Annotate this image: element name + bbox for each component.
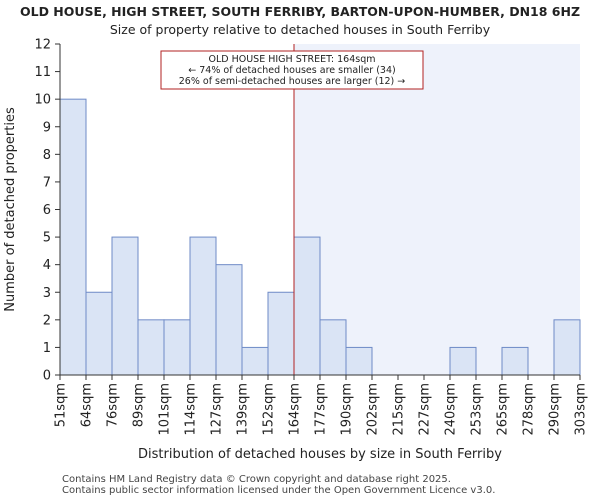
histogram-bar bbox=[501, 346, 529, 376]
y-tick-label: 8 bbox=[43, 148, 51, 163]
x-tick-label: 290sqm bbox=[548, 383, 563, 436]
y-tick-label: 5 bbox=[43, 231, 51, 246]
x-tick-label: 101sqm bbox=[158, 383, 173, 436]
annotation-frame bbox=[160, 50, 424, 90]
x-tick-label: 190sqm bbox=[340, 383, 355, 436]
y-tick-label: 2 bbox=[43, 313, 51, 328]
y-tick-label: 4 bbox=[43, 258, 51, 273]
y-tick-label: 11 bbox=[34, 65, 51, 80]
x-axis-label: Distribution of detached houses by size … bbox=[138, 447, 502, 462]
x-tick-label: 51sqm bbox=[54, 383, 69, 427]
x-tick-label: 139sqm bbox=[236, 383, 251, 436]
x-tick-label: 202sqm bbox=[366, 383, 381, 436]
annotation-box: OLD HOUSE HIGH STREET: 164sqm ← 74% of d… bbox=[160, 50, 424, 90]
y-tick-label: 9 bbox=[43, 120, 51, 135]
x-tick-label: 152sqm bbox=[262, 383, 277, 436]
y-tick-label: 7 bbox=[43, 175, 51, 190]
histogram-bar bbox=[241, 346, 269, 376]
histogram-bar bbox=[189, 236, 217, 376]
histogram-bar bbox=[345, 346, 373, 376]
y-tick-label: 10 bbox=[34, 93, 51, 108]
x-tick-label: 240sqm bbox=[444, 383, 459, 436]
histogram-bar bbox=[215, 264, 243, 376]
x-tick-label: 265sqm bbox=[496, 383, 511, 436]
footer-copyright: Contains HM Land Registry data © Crown c… bbox=[62, 474, 451, 485]
x-tick-label: 227sqm bbox=[418, 383, 433, 436]
histogram-bar bbox=[111, 236, 139, 376]
x-tick-label: 278sqm bbox=[522, 383, 537, 436]
x-tick-label: 253sqm bbox=[470, 383, 485, 436]
y-tick-label: 1 bbox=[43, 341, 51, 356]
annotation-line-2: ← 74% of detached houses are smaller (34… bbox=[188, 65, 395, 76]
x-tick-label: 215sqm bbox=[392, 383, 407, 436]
histogram-bar bbox=[85, 291, 113, 376]
y-axis-label: Number of detached properties bbox=[3, 107, 18, 312]
x-tick-label: 177sqm bbox=[314, 383, 329, 436]
histogram-bar bbox=[319, 319, 347, 376]
chart-subtitle: Size of property relative to detached ho… bbox=[109, 22, 491, 37]
histogram-bar bbox=[267, 291, 295, 376]
annotation-line-3: 26% of semi-detached houses are larger (… bbox=[179, 76, 406, 87]
chart-title: OLD HOUSE, HIGH STREET, SOUTH FERRIBY, B… bbox=[19, 4, 581, 19]
x-tick-label: 64sqm bbox=[80, 383, 95, 427]
x-tick-label: 164sqm bbox=[288, 383, 303, 436]
y-tick-label: 0 bbox=[43, 369, 51, 384]
x-tick-label: 303sqm bbox=[574, 383, 589, 436]
y-tick-label: 6 bbox=[43, 203, 51, 218]
x-tick-label: 127sqm bbox=[210, 383, 225, 436]
x-tick-label: 89sqm bbox=[132, 383, 147, 427]
histogram-bar bbox=[449, 346, 477, 376]
histogram-bar bbox=[59, 98, 87, 376]
y-tick-label: 12 bbox=[34, 38, 51, 53]
histogram-bar bbox=[163, 319, 191, 376]
x-tick-label: 76sqm bbox=[106, 383, 121, 427]
x-tick-label: 114sqm bbox=[184, 383, 199, 436]
histogram-bar bbox=[553, 319, 581, 376]
histogram-bar bbox=[293, 236, 321, 376]
annotation-line-1: OLD HOUSE HIGH STREET: 164sqm bbox=[209, 54, 376, 65]
y-tick-label: 3 bbox=[43, 286, 51, 301]
footer-licence: Contains public sector information licen… bbox=[62, 485, 496, 496]
histogram-bar bbox=[137, 319, 165, 376]
